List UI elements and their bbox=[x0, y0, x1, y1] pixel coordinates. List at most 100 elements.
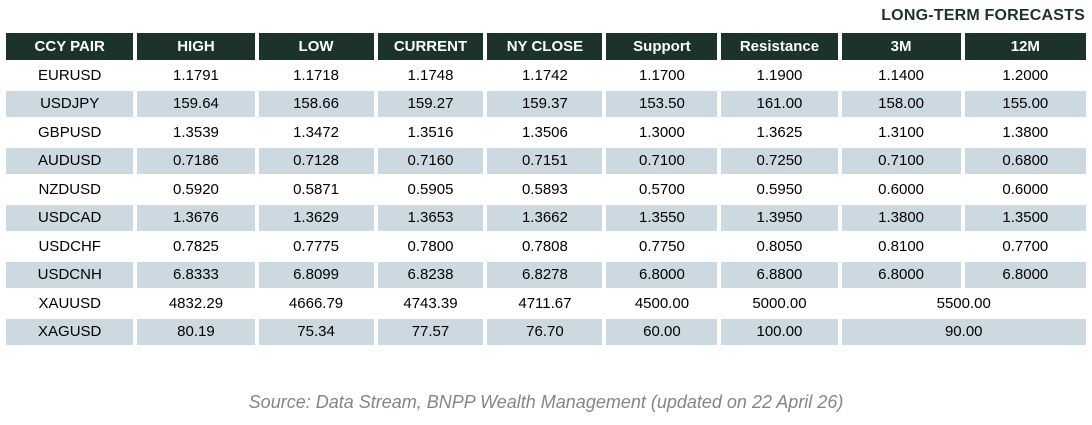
value-cell: 1.3625 bbox=[721, 119, 838, 146]
value-cell: 158.66 bbox=[258, 90, 374, 117]
value-cell: 0.8100 bbox=[841, 233, 961, 260]
value-cell: 80.19 bbox=[137, 318, 255, 345]
value-cell: 100.00 bbox=[721, 318, 838, 345]
value-cell: 6.8800 bbox=[721, 261, 838, 288]
value-cell: 0.7700 bbox=[964, 233, 1086, 260]
value-cell: 4743.39 bbox=[377, 290, 484, 317]
column-header-resistance: Resistance bbox=[721, 33, 838, 60]
value-cell: 1.3506 bbox=[487, 119, 603, 146]
table-row-usdjpy: USDJPY 159.64 158.66 159.27 159.37 153.5… bbox=[6, 90, 1086, 117]
value-cell: 6.8000 bbox=[964, 261, 1086, 288]
column-header-current: CURRENT bbox=[377, 33, 484, 60]
value-cell: 153.50 bbox=[606, 90, 718, 117]
value-cell: 159.64 bbox=[137, 90, 255, 117]
value-cell: 75.34 bbox=[258, 318, 374, 345]
value-cell: 0.7800 bbox=[377, 233, 484, 260]
value-cell: 4832.29 bbox=[137, 290, 255, 317]
column-header-ccy-pair: CCY PAIR bbox=[6, 33, 134, 60]
value-cell: 6.8278 bbox=[487, 261, 603, 288]
pair-cell: USDCAD bbox=[6, 204, 134, 231]
value-cell: 0.7186 bbox=[137, 147, 255, 174]
value-cell: 5000.00 bbox=[721, 290, 838, 317]
value-cell: 0.5905 bbox=[377, 176, 484, 203]
value-cell: 1.2000 bbox=[964, 62, 1086, 89]
table-row-usdcnh: USDCNH 6.8333 6.8099 6.8238 6.8278 6.800… bbox=[6, 261, 1086, 288]
value-cell: 1.3000 bbox=[606, 119, 718, 146]
value-cell: 0.7775 bbox=[258, 233, 374, 260]
value-cell: 1.3653 bbox=[377, 204, 484, 231]
value-cell: 6.8000 bbox=[841, 261, 961, 288]
long-term-forecasts-label: LONG-TERM FORECASTS bbox=[881, 7, 1085, 24]
fx-forecast-table: CCY PAIR HIGH LOW CURRENT NY CLOSE Suppo… bbox=[2, 31, 1090, 347]
value-cell: 1.3662 bbox=[487, 204, 603, 231]
table-row-gbpusd: GBPUSD 1.3539 1.3472 1.3516 1.3506 1.300… bbox=[6, 119, 1086, 146]
value-cell: 1.1718 bbox=[258, 62, 374, 89]
pair-cell: USDJPY bbox=[6, 90, 134, 117]
value-cell: 0.5700 bbox=[606, 176, 718, 203]
table-row-nzdusd: NZDUSD 0.5920 0.5871 0.5905 0.5893 0.570… bbox=[6, 176, 1086, 203]
value-cell: 1.1748 bbox=[377, 62, 484, 89]
value-cell: 0.7750 bbox=[606, 233, 718, 260]
value-cell: 159.27 bbox=[377, 90, 484, 117]
value-cell: 60.00 bbox=[606, 318, 718, 345]
value-cell: 6.8238 bbox=[377, 261, 484, 288]
value-cell: 0.7808 bbox=[487, 233, 603, 260]
column-header-ny-close: NY CLOSE bbox=[487, 33, 603, 60]
value-cell: 0.7100 bbox=[606, 147, 718, 174]
pair-cell: USDCHF bbox=[6, 233, 134, 260]
merged-forecast-cell: 90.00 bbox=[841, 318, 1086, 345]
value-cell: 1.3100 bbox=[841, 119, 961, 146]
pair-cell: GBPUSD bbox=[6, 119, 134, 146]
value-cell: 77.57 bbox=[377, 318, 484, 345]
value-cell: 1.1791 bbox=[137, 62, 255, 89]
pair-cell: USDCNH bbox=[6, 261, 134, 288]
pair-cell: XAUUSD bbox=[6, 290, 134, 317]
value-cell: 1.3500 bbox=[964, 204, 1086, 231]
value-cell: 0.7250 bbox=[721, 147, 838, 174]
value-cell: 1.3516 bbox=[377, 119, 484, 146]
value-cell: 0.7151 bbox=[487, 147, 603, 174]
column-header-12m: 12M bbox=[964, 33, 1086, 60]
value-cell: 0.6800 bbox=[964, 147, 1086, 174]
merged-forecast-cell: 5500.00 bbox=[841, 290, 1086, 317]
value-cell: 1.3472 bbox=[258, 119, 374, 146]
column-header-high: HIGH bbox=[137, 33, 255, 60]
value-cell: 1.1700 bbox=[606, 62, 718, 89]
value-cell: 6.8000 bbox=[606, 261, 718, 288]
value-cell: 0.6000 bbox=[964, 176, 1086, 203]
value-cell: 4711.67 bbox=[487, 290, 603, 317]
value-cell: 4666.79 bbox=[258, 290, 374, 317]
value-cell: 0.7100 bbox=[841, 147, 961, 174]
pair-cell: XAGUSD bbox=[6, 318, 134, 345]
value-cell: 0.5871 bbox=[258, 176, 374, 203]
table-row-usdcad: USDCAD 1.3676 1.3629 1.3653 1.3662 1.355… bbox=[6, 204, 1086, 231]
pair-cell: NZDUSD bbox=[6, 176, 134, 203]
value-cell: 1.1742 bbox=[487, 62, 603, 89]
value-cell: 158.00 bbox=[841, 90, 961, 117]
value-cell: 0.7128 bbox=[258, 147, 374, 174]
table-row-eurusd: EURUSD 1.1791 1.1718 1.1748 1.1742 1.170… bbox=[6, 62, 1086, 89]
value-cell: 0.5920 bbox=[137, 176, 255, 203]
pair-cell: EURUSD bbox=[6, 62, 134, 89]
value-cell: 1.3550 bbox=[606, 204, 718, 231]
value-cell: 0.6000 bbox=[841, 176, 961, 203]
value-cell: 1.3800 bbox=[841, 204, 961, 231]
source-note: Source: Data Stream, BNPP Wealth Managem… bbox=[248, 392, 844, 412]
column-header-3m: 3M bbox=[841, 33, 961, 60]
value-cell: 76.70 bbox=[487, 318, 603, 345]
table-row-xagusd: XAGUSD 80.19 75.34 77.57 76.70 60.00 100… bbox=[6, 318, 1086, 345]
value-cell: 1.3676 bbox=[137, 204, 255, 231]
value-cell: 1.3950 bbox=[721, 204, 838, 231]
value-cell: 6.8333 bbox=[137, 261, 255, 288]
table-row-audusd: AUDUSD 0.7186 0.7128 0.7160 0.7151 0.710… bbox=[6, 147, 1086, 174]
value-cell: 0.8050 bbox=[721, 233, 838, 260]
value-cell: 6.8099 bbox=[258, 261, 374, 288]
value-cell: 1.3629 bbox=[258, 204, 374, 231]
value-cell: 0.7825 bbox=[137, 233, 255, 260]
value-cell: 0.5893 bbox=[487, 176, 603, 203]
table-header-row: CCY PAIR HIGH LOW CURRENT NY CLOSE Suppo… bbox=[6, 33, 1086, 60]
value-cell: 1.3800 bbox=[964, 119, 1086, 146]
pair-cell: AUDUSD bbox=[6, 147, 134, 174]
value-cell: 4500.00 bbox=[606, 290, 718, 317]
